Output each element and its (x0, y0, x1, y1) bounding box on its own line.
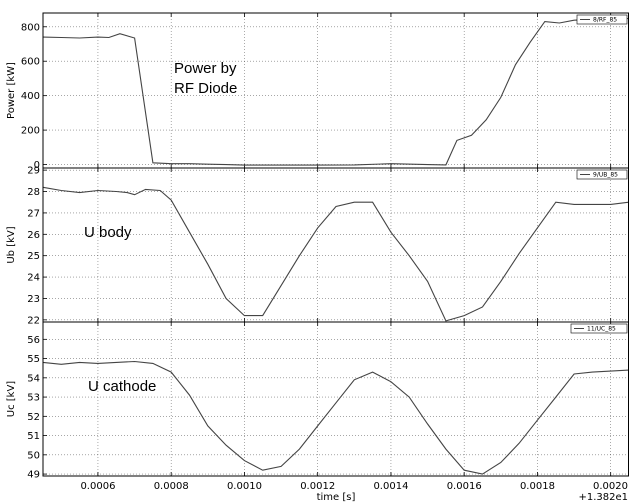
y-tick-label: 400 (21, 91, 40, 102)
y-axis-label: Uc [kV] (6, 381, 17, 418)
legend: 9/UB_85 (576, 169, 628, 180)
series-line-8-rf-85 (42, 17, 629, 166)
panel-3: 49 50 51 52 53 54 55 56 Uc [kV] 11/UC_85 U cathode (6, 321, 629, 481)
legend-box (576, 169, 628, 180)
y-tick-label: 53 (27, 393, 40, 404)
legend-label: 9/UB_85 (593, 172, 618, 179)
y-tick-label: 26 (27, 230, 40, 241)
panel-annotation: Power by (174, 60, 237, 77)
y-tick-label: 25 (27, 251, 40, 262)
legend: 8/RF_85 (576, 14, 628, 25)
x-axis-offset: +1.382e1 (578, 492, 628, 503)
series-line-9-ub-85 (42, 186, 629, 322)
y-tick-label: 28 (27, 187, 40, 198)
x-tick-label: 0.0012 (300, 481, 335, 492)
x-tick-label: 0.0014 (373, 481, 408, 492)
y-axis-label: Ub [kV] (6, 226, 17, 263)
x-tick-label: 0.0010 (227, 481, 262, 492)
y-tick-label: 0 (34, 160, 40, 171)
y-tick-label: 52 (27, 412, 40, 423)
plot-frame (42, 167, 629, 323)
series-line-11-uc-85 (42, 360, 629, 475)
x-tick-label: 0.0006 (80, 481, 115, 492)
y-tick-label: 50 (27, 450, 40, 461)
y-tick-label: 800 (21, 22, 40, 33)
plot-frame (42, 12, 629, 169)
y-tick-label: 54 (27, 373, 40, 384)
y-tick-label: 22 (27, 315, 40, 326)
panel-1: 0 200 400 600 800 Power [kW] 8/RF_85 Power by RF… (6, 12, 629, 171)
x-tick-label: 0.0008 (154, 481, 189, 492)
y-tick-label: 51 (27, 431, 40, 442)
x-tick-label: 0.0020 (593, 481, 628, 492)
y-tick-label: 600 (21, 57, 40, 68)
legend-label: 8/RF_85 (593, 17, 617, 24)
panel-annotation: RF Diode (174, 80, 237, 97)
legend-box (570, 323, 628, 334)
y-tick-label: 56 (27, 335, 40, 346)
x-tick-label: 0.0016 (447, 481, 482, 492)
y-tick-label: 23 (27, 294, 40, 305)
y-tick-label: 55 (27, 354, 40, 365)
y-tick-label: 200 (21, 126, 40, 137)
y-tick-label: 24 (27, 273, 40, 284)
legend-label: 11/UC_85 (587, 326, 616, 333)
legend: 11/UC_85 (570, 323, 628, 334)
y-axis-label: Power [kW] (6, 62, 17, 119)
x-tick-label: 0.0018 (520, 481, 555, 492)
plot-frame (42, 321, 629, 477)
x-axis-label: time [s] (317, 492, 356, 503)
y-tick-label: 29 (27, 166, 40, 177)
panel-2: 22 23 24 25 26 27 28 29 Ub [kV] 9/UB_85 U body (6, 166, 629, 326)
panel-annotation: U body (84, 224, 132, 241)
y-tick-label: 49 (27, 470, 40, 481)
legend-box (576, 14, 628, 25)
panel-annotation: U cathode (88, 378, 156, 395)
y-tick-label: 27 (27, 208, 40, 219)
